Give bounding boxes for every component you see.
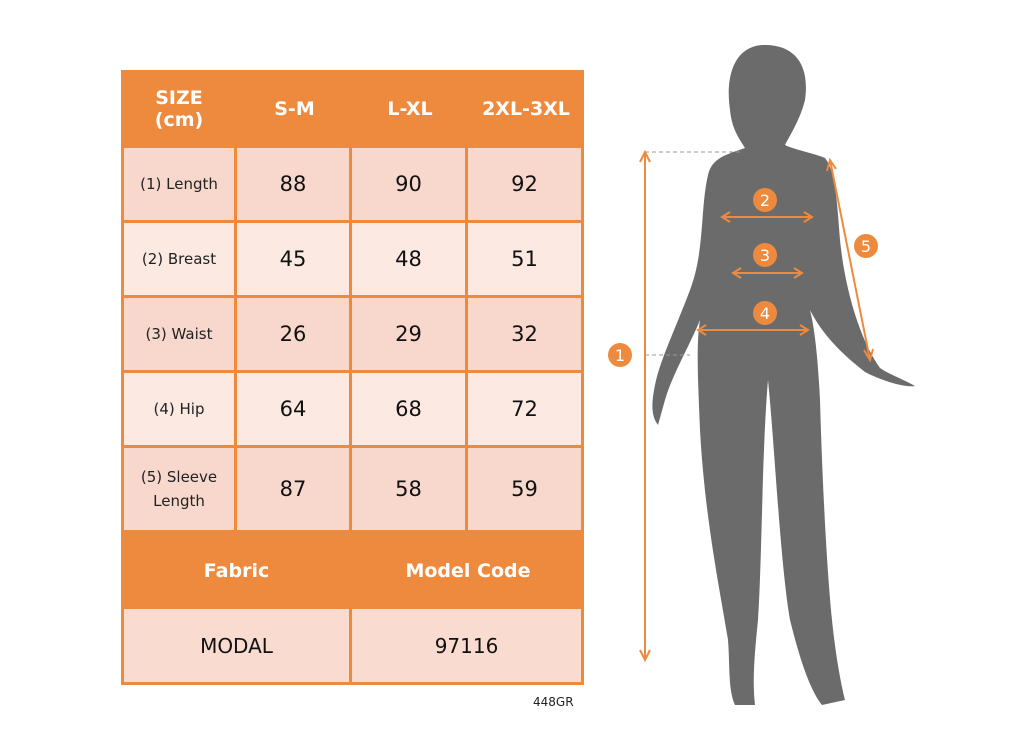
- row-label: (5) Sleeve Length: [121, 448, 237, 533]
- footer-value-row: MODAL 97116: [121, 609, 584, 685]
- cell-value: 72: [468, 373, 584, 448]
- table-header-row: SIZE (cm) S-M L-XL 2XL-3XL: [121, 70, 584, 148]
- measure-arrows: [639, 149, 874, 663]
- model-code-header: Model Code: [352, 533, 584, 609]
- cell-value: 92: [468, 148, 584, 223]
- guide-lines: [645, 151, 740, 356]
- body-silhouette-figure: 1 2 3 4 5: [608, 45, 915, 705]
- row-label-line1: (5) Sleeve: [140, 468, 218, 486]
- cell-value: 68: [352, 373, 468, 448]
- cell-value: 58: [352, 448, 468, 533]
- cell-value: 48: [352, 223, 468, 298]
- cell-value: 87: [237, 448, 352, 533]
- table-row: (4) Hip 64 68 72: [121, 373, 584, 448]
- cell-value: 59: [468, 448, 584, 533]
- table-row: (5) Sleeve Length 87 58 59: [121, 448, 584, 533]
- table-row: (1) Length 88 90 92: [121, 148, 584, 223]
- cell-value: 26: [237, 298, 352, 373]
- cell-value: 32: [468, 298, 584, 373]
- fabric-header: Fabric: [121, 533, 352, 609]
- marker-1: 1: [615, 346, 625, 365]
- row-label: (4) Hip: [121, 373, 237, 448]
- size-header-line2: (cm): [154, 109, 204, 131]
- cell-value: 51: [468, 223, 584, 298]
- cell-value: 90: [352, 148, 468, 223]
- size-header-line1: SIZE: [155, 87, 203, 109]
- size-table: SIZE (cm) S-M L-XL 2XL-3XL (1) Length 88 …: [121, 70, 584, 685]
- table-row: (3) Waist 26 29 32: [121, 298, 584, 373]
- cell-value: 64: [237, 373, 352, 448]
- marker-4: 4: [760, 304, 770, 323]
- cell-value: 88: [237, 148, 352, 223]
- row-label: (3) Waist: [121, 298, 237, 373]
- col-header: 2XL-3XL: [482, 98, 570, 120]
- cell-value: 29: [352, 298, 468, 373]
- marker-2: 2: [760, 191, 770, 210]
- row-label-line2: Length: [153, 492, 205, 510]
- row-label: (2) Breast: [121, 223, 237, 298]
- table-row: (2) Breast 45 48 51: [121, 223, 584, 298]
- silhouette: [652, 45, 915, 705]
- row-label: (1) Length: [121, 148, 237, 223]
- footer-header-row: Fabric Model Code: [121, 533, 584, 609]
- size-header: SIZE (cm): [121, 70, 237, 148]
- model-code-value: 97116: [352, 609, 584, 685]
- col-header: S-M: [274, 98, 315, 120]
- image-code: 448GR: [533, 695, 574, 709]
- marker-5: 5: [861, 237, 871, 256]
- measure-markers: 1 2 3 4 5: [608, 188, 878, 367]
- cell-value: 45: [237, 223, 352, 298]
- fabric-value: MODAL: [121, 609, 352, 685]
- marker-3: 3: [760, 246, 770, 265]
- col-header: L-XL: [387, 98, 433, 120]
